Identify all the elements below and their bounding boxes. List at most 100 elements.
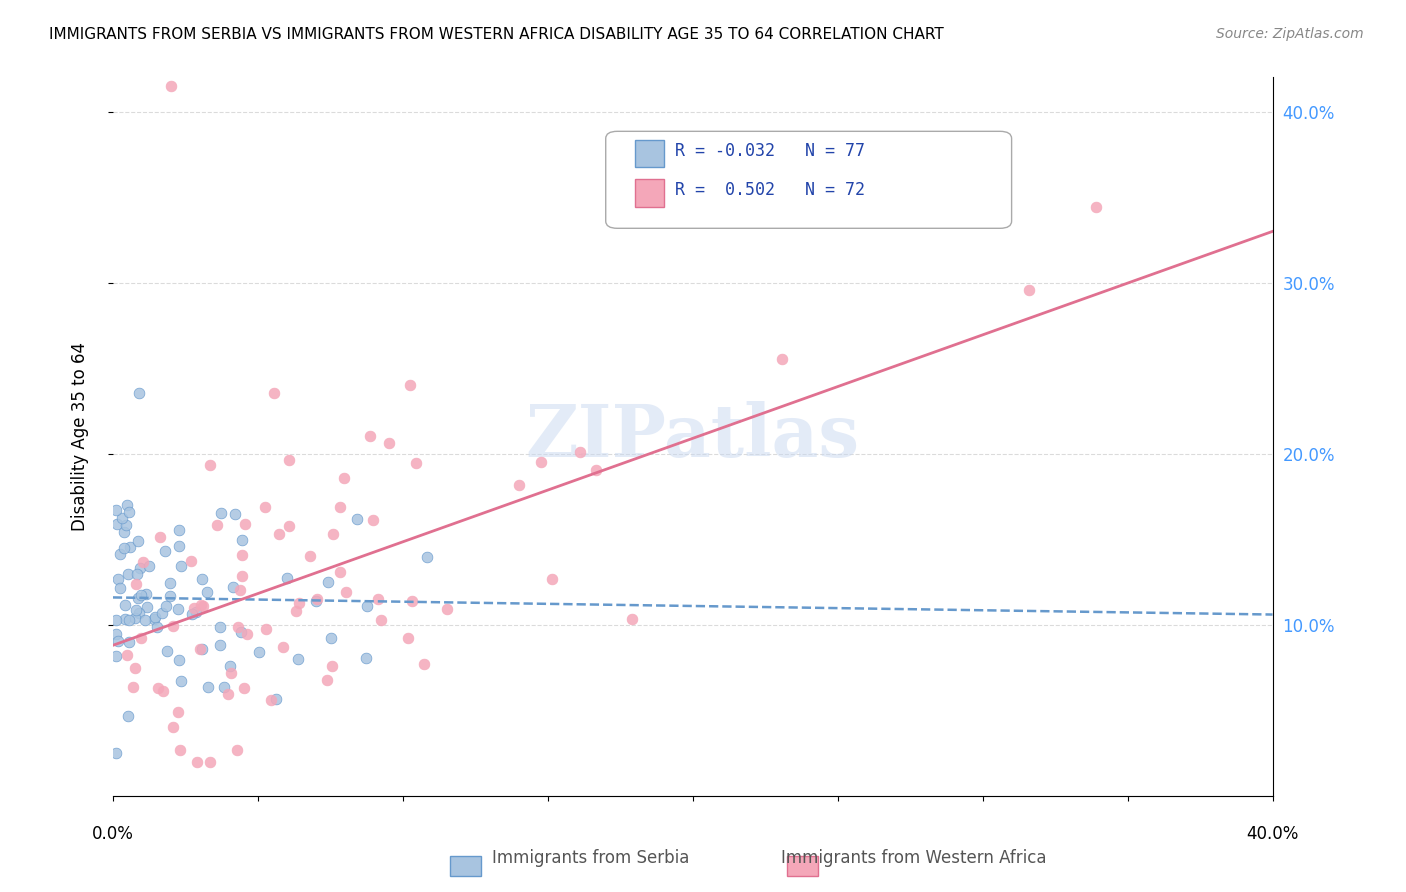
Point: [277, 519, 299, 533]
Point: [412, 657, 434, 672]
Point: [104, 746, 127, 760]
Point: [1018, 283, 1040, 297]
Point: [117, 567, 139, 582]
Point: [316, 673, 339, 687]
Point: [124, 661, 146, 675]
Point: [197, 585, 219, 599]
Point: [152, 684, 174, 698]
Point: [142, 612, 165, 626]
Text: 40.0%: 40.0%: [1246, 824, 1299, 843]
Point: [112, 524, 135, 539]
Point: [305, 594, 328, 608]
Point: [125, 567, 148, 582]
Point: [131, 631, 153, 645]
Point: [110, 547, 132, 561]
Point: [214, 680, 236, 694]
Point: [122, 680, 145, 694]
Point: [231, 568, 253, 582]
Point: [436, 601, 458, 615]
Point: [153, 544, 176, 558]
Point: [159, 589, 181, 603]
Point: [117, 498, 139, 512]
Point: [125, 603, 148, 617]
Point: [224, 508, 246, 522]
Point: [169, 539, 191, 553]
Point: [233, 517, 256, 532]
Point: [124, 611, 146, 625]
Point: [221, 580, 243, 594]
Point: [118, 505, 141, 519]
Point: [169, 559, 191, 574]
Point: [396, 632, 419, 646]
Point: [143, 610, 166, 624]
Point: [267, 527, 290, 541]
Point: [159, 575, 181, 590]
Point: [167, 601, 190, 615]
Point: [209, 638, 232, 652]
Point: [205, 518, 228, 533]
Point: [191, 642, 214, 657]
Point: [131, 555, 153, 569]
Text: R = -0.032   N = 77: R = -0.032 N = 77: [675, 143, 865, 161]
Bar: [634, 140, 664, 167]
Point: [115, 518, 138, 533]
Point: [378, 436, 401, 450]
Point: [298, 549, 321, 563]
Point: [530, 455, 553, 469]
Point: [508, 478, 530, 492]
Point: [359, 429, 381, 443]
Point: [167, 653, 190, 667]
Text: R =  0.502   N = 72: R = 0.502 N = 72: [675, 181, 865, 199]
Point: [399, 377, 422, 392]
Point: [416, 549, 439, 564]
Y-axis label: Disability Age 35 to 64: Disability Age 35 to 64: [72, 343, 89, 531]
Point: [193, 599, 215, 613]
Text: Immigrants from Western Africa: Immigrants from Western Africa: [782, 849, 1046, 867]
Point: [217, 687, 239, 701]
Point: [160, 78, 183, 93]
Point: [333, 471, 356, 485]
Point: [186, 755, 208, 769]
Point: [321, 659, 343, 673]
Point: [287, 596, 309, 610]
Point: [107, 572, 129, 586]
Point: [219, 659, 242, 673]
Point: [146, 620, 169, 634]
Point: [322, 527, 344, 541]
Point: [263, 386, 285, 401]
Bar: [634, 179, 664, 207]
Point: [568, 445, 591, 459]
Point: [120, 540, 142, 554]
Point: [169, 743, 191, 757]
Point: [253, 500, 276, 515]
Point: [264, 692, 287, 706]
Point: [114, 612, 136, 626]
Text: ZIPatlas: ZIPatlas: [526, 401, 859, 472]
Point: [401, 594, 423, 608]
Point: [200, 755, 222, 769]
Point: [105, 516, 128, 531]
Point: [1084, 200, 1107, 214]
Point: [135, 587, 157, 601]
Point: [152, 606, 174, 620]
Text: IMMIGRANTS FROM SERBIA VS IMMIGRANTS FROM WESTERN AFRICA DISABILITY AGE 35 TO 64: IMMIGRANTS FROM SERBIA VS IMMIGRANTS FRO…: [49, 27, 943, 42]
Point: [229, 625, 252, 640]
Point: [138, 559, 160, 574]
Point: [219, 666, 242, 681]
Point: [115, 648, 138, 662]
Text: Source: ZipAtlas.com: Source: ZipAtlas.com: [1216, 27, 1364, 41]
Point: [329, 500, 352, 515]
Point: [346, 512, 368, 526]
Point: [125, 576, 148, 591]
Point: [197, 680, 219, 694]
Point: [162, 720, 184, 734]
Point: [232, 681, 254, 695]
Point: [118, 613, 141, 627]
Point: [127, 591, 149, 606]
Point: [112, 541, 135, 556]
Point: [155, 599, 177, 613]
Point: [307, 591, 329, 606]
Point: [127, 533, 149, 548]
Point: [770, 351, 793, 366]
Point: [209, 506, 232, 520]
